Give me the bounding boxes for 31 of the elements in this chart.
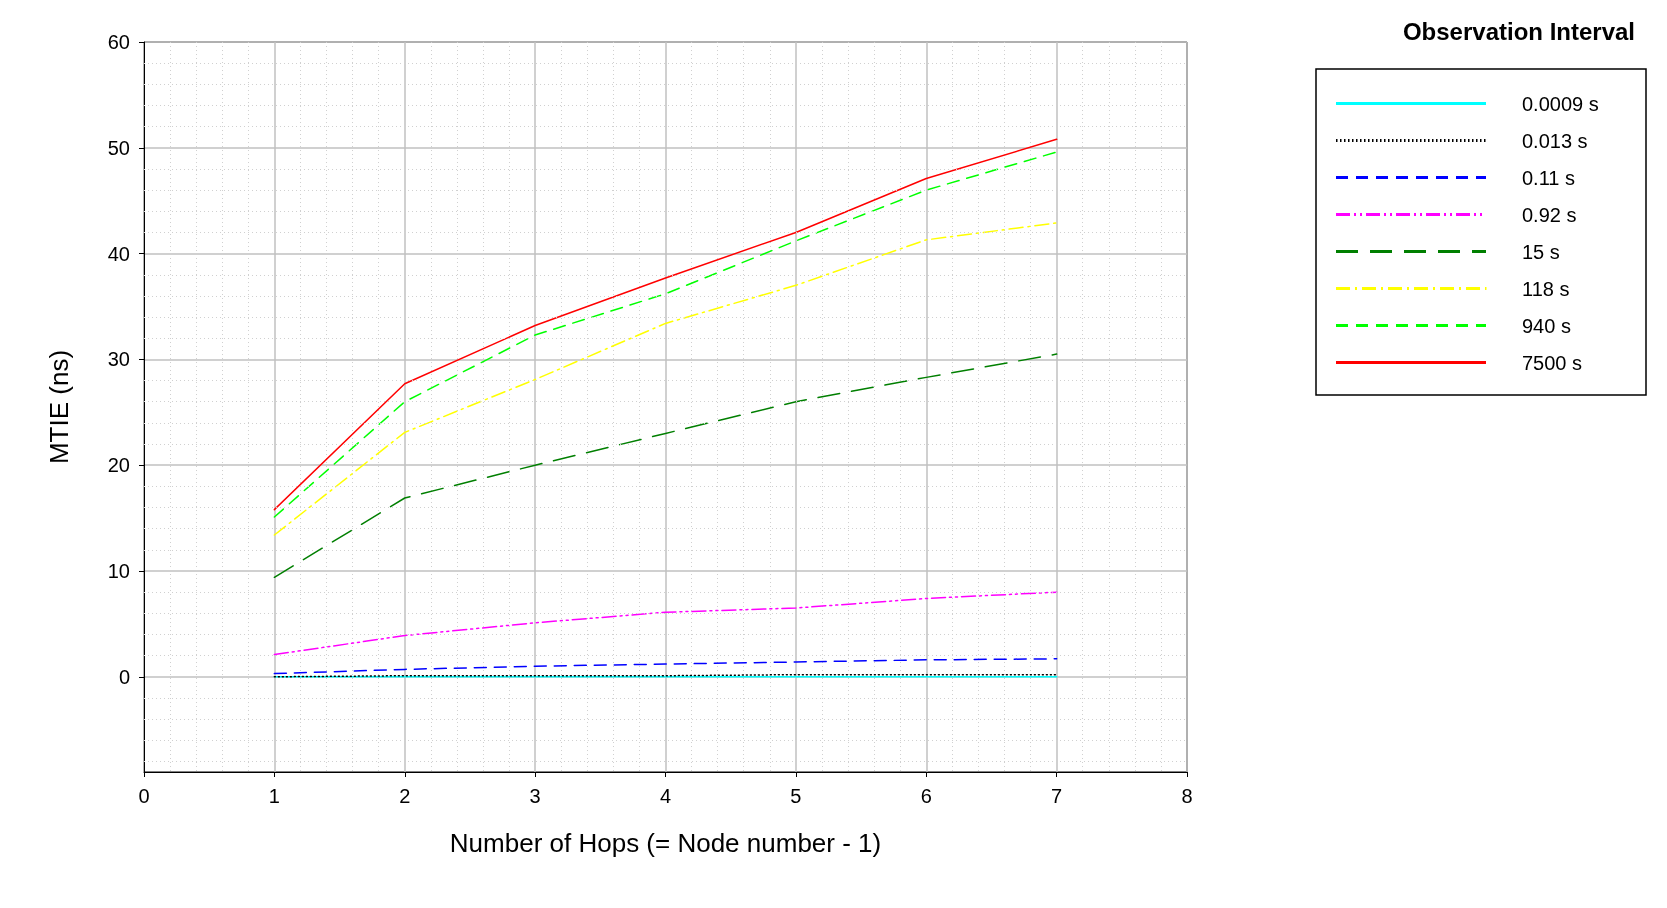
line-series	[273, 591, 1058, 656]
legend-label: 0.92 s	[1522, 203, 1577, 226]
y-tick-label: 50	[107, 136, 130, 159]
x-tick-label: 1	[268, 785, 280, 807]
y-tick-label: 60	[107, 31, 130, 53]
x-tick-label: 3	[529, 785, 541, 807]
legend-title: Observation Interval	[1402, 17, 1635, 45]
y-tick-label: 0	[118, 665, 130, 688]
x-tick-label: 2	[399, 785, 411, 807]
y-axis-title: MTIE (ns)	[44, 349, 74, 465]
y-tick-label: 10	[107, 559, 130, 582]
x-tick-label: 7	[1051, 785, 1063, 807]
x-axis-title: Number of Hops (= Node number - 1)	[449, 828, 882, 858]
legend-label: 15 s	[1522, 240, 1560, 263]
y-tick-label: 20	[107, 454, 130, 477]
x-tick-label: 8	[1181, 785, 1193, 807]
x-tick-label: 5	[790, 785, 802, 807]
x-tick-label: 6	[920, 785, 932, 807]
x-tick-label: 0	[138, 785, 150, 807]
line-series	[273, 353, 1058, 579]
y-tick-label: 30	[107, 348, 130, 371]
line-series	[273, 658, 1058, 675]
y-tick-label: 40	[107, 242, 130, 265]
legend-label: 118 s	[1522, 277, 1570, 300]
x-tick-label: 4	[659, 785, 672, 807]
legend-label: 0.0009 s	[1522, 92, 1599, 115]
legend-label: 0.013 s	[1522, 129, 1588, 152]
line-series	[273, 222, 1058, 536]
legend-label: 0.11 s	[1522, 166, 1575, 189]
legend-label: 7500 s	[1522, 351, 1583, 374]
legend-label: 940 s	[1522, 314, 1571, 337]
